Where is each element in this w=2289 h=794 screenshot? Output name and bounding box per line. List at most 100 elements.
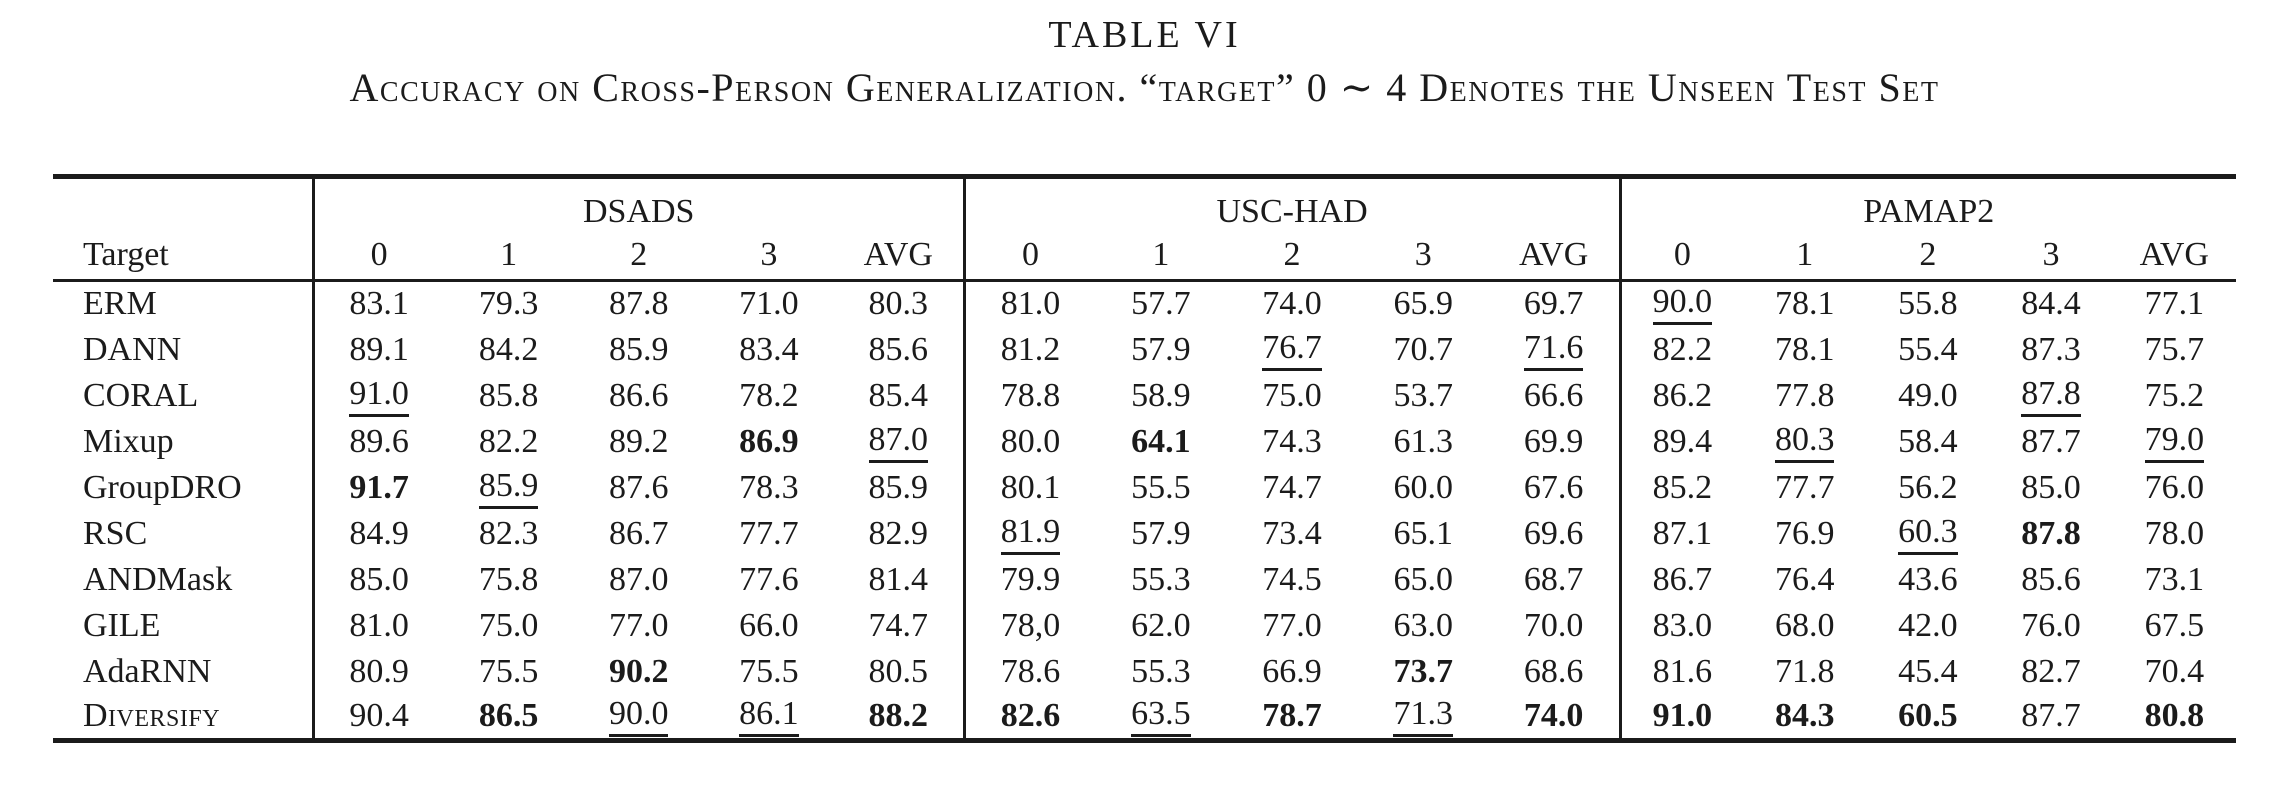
table-row: GILE 81.0 75.0 77.0 66.0 74.7 78,0 62.0 77.0 63.0… — [53, 602, 2236, 649]
accuracy-value-cell: 69.6 — [1489, 511, 1620, 557]
accuracy-value: 78.0 — [2144, 514, 2205, 552]
accuracy-value-cell: 82.3 — [443, 511, 573, 557]
accuracy-value-cell: 78.1 — [1743, 281, 1866, 327]
column-header: 3 — [1414, 235, 1432, 273]
column-header: 1 — [500, 235, 518, 273]
accuracy-value: 60.3 — [1898, 513, 1958, 555]
accuracy-value: 85.6 — [2021, 560, 2081, 598]
table-row: ANDMask 85.0 75.8 87.0 77.6 81.4 79.9 55.3 74.5 6… — [53, 556, 2236, 603]
accuracy-value-cell: 78.7 — [1226, 695, 1357, 741]
accuracy-value: 78.7 — [1262, 697, 1322, 735]
accuracy-value-cell: 74.7 — [1226, 465, 1357, 511]
accuracy-value-cell: 77.8 — [1743, 373, 1866, 419]
column-header-row: Target 0 1 2 3 AVG 0 1 2 3 AVG 0 1 2 3 AVG — [53, 230, 2236, 281]
accuracy-value: 82.7 — [2021, 652, 2081, 690]
accuracy-value: 89.4 — [1652, 422, 1713, 460]
accuracy-value: 87.7 — [2021, 697, 2081, 735]
accuracy-value: 84.3 — [1774, 697, 1835, 735]
accuracy-value-cell: 83.0 — [1618, 602, 1744, 649]
method-label: RSC — [83, 514, 148, 552]
accuracy-value-cell: 89.6 — [311, 418, 444, 465]
accuracy-value-cell: 75.0 — [443, 603, 573, 649]
accuracy-value-cell: 78.2 — [704, 373, 834, 419]
accuracy-value: 71.3 — [1393, 696, 1453, 738]
accuracy-value: 87.6 — [608, 468, 669, 506]
column-header: 1 — [1796, 235, 1814, 273]
accuracy-value: 76.7 — [1262, 329, 1322, 371]
accuracy-value: 84.4 — [2021, 285, 2081, 323]
accuracy-value-cell: 82.6 — [962, 694, 1096, 741]
accuracy-value-cell: 85.6 — [834, 327, 964, 373]
accuracy-value: 86.5 — [478, 697, 539, 735]
accuracy-value: 71.0 — [739, 285, 799, 323]
table-caption: TABLE VI Accuracy on Cross-Person Genera… — [0, 0, 2289, 114]
table-row: AdaRNN 80.9 75.5 90.2 75.5 80.5 78.6 55.3 66.9 73… — [53, 648, 2236, 695]
accuracy-value-cell: 90.0 — [1618, 280, 1744, 327]
accuracy-value-cell: 69.9 — [1489, 419, 1620, 465]
accuracy-value: 74.0 — [1262, 285, 1322, 323]
accuracy-value: 66.0 — [739, 606, 799, 644]
accuracy-value-cell: 55.4 — [1866, 327, 1989, 373]
accuracy-value: 69.6 — [1523, 514, 1584, 552]
accuracy-value: 90.0 — [608, 696, 669, 738]
accuracy-value-cell: 84.9 — [311, 510, 444, 557]
accuracy-value: 80.1 — [1000, 468, 1061, 506]
accuracy-value: 65.0 — [1393, 560, 1453, 598]
accuracy-value-cell: 82.7 — [1989, 649, 2112, 695]
dataset-group-header: USC-HAD — [962, 176, 1620, 231]
accuracy-value-cell: 53.7 — [1358, 373, 1489, 419]
accuracy-value-cell: 85.9 — [574, 327, 704, 373]
accuracy-value: 87.7 — [2021, 422, 2081, 460]
column-header: AVG — [1518, 235, 1589, 273]
accuracy-value: 77.0 — [608, 606, 669, 644]
accuracy-value-cell: 60.5 — [1866, 695, 1989, 741]
accuracy-value: 74.5 — [1262, 560, 1322, 598]
accuracy-value-cell: 67.5 — [2113, 603, 2236, 649]
accuracy-value: 71.6 — [1523, 329, 1584, 371]
accuracy-value-cell: 81.0 — [311, 602, 444, 649]
accuracy-value: 43.6 — [1898, 560, 1958, 598]
accuracy-value: 82.6 — [1000, 697, 1061, 735]
accuracy-value: 87.0 — [608, 560, 669, 598]
method-label: DANN — [83, 330, 182, 368]
accuracy-value-cell: 76.0 — [2113, 465, 2236, 511]
accuracy-value-cell: 78.3 — [704, 465, 834, 511]
accuracy-value-cell: 89.2 — [574, 419, 704, 465]
table-row: CORAL 91.0 85.8 86.6 78.2 85.4 78.8 58.9 75.0 53.… — [53, 372, 2236, 419]
accuracy-value: 85.6 — [868, 330, 929, 368]
accuracy-value: 83.1 — [349, 285, 409, 323]
column-header: 1 — [1152, 235, 1170, 273]
accuracy-value-cell: 85.6 — [1989, 557, 2112, 603]
accuracy-value-cell: 85.9 — [834, 465, 964, 511]
accuracy-value-cell: 76.7 — [1226, 327, 1357, 373]
accuracy-value-cell: 75.7 — [2113, 327, 2236, 373]
accuracy-value-cell: 79.3 — [443, 281, 573, 327]
accuracy-value-cell: 76.4 — [1743, 557, 1866, 603]
accuracy-value: 86.6 — [608, 376, 669, 414]
method-label: Diversify — [83, 697, 221, 735]
results-table: DSADS USC-HAD PAMAP2 Target 0 1 2 3 AVG 0 1 2 3 AVG… — [53, 174, 2236, 743]
accuracy-value: 73.1 — [2144, 560, 2205, 598]
accuracy-value-cell: 75.0 — [1226, 373, 1357, 419]
accuracy-value-cell: 68.0 — [1743, 603, 1866, 649]
accuracy-value-cell: 57.7 — [1095, 281, 1226, 327]
accuracy-value: 67.5 — [2144, 606, 2205, 644]
accuracy-value-cell: 90.4 — [311, 694, 444, 741]
accuracy-value: 74.7 — [1262, 468, 1322, 506]
accuracy-value-cell: 87.0 — [574, 557, 704, 603]
accuracy-value-cell: 64.1 — [1095, 419, 1226, 465]
accuracy-value: 74.3 — [1262, 422, 1322, 460]
accuracy-value-cell: 78.6 — [962, 648, 1096, 695]
accuracy-value: 77.7 — [739, 514, 799, 552]
accuracy-value: 42.0 — [1898, 606, 1958, 644]
method-label: ERM — [83, 285, 157, 323]
accuracy-value: 76.0 — [2021, 606, 2081, 644]
accuracy-value-cell: 74.5 — [1226, 557, 1357, 603]
method-label: AdaRNN — [83, 652, 212, 690]
accuracy-value-cell: 82.2 — [1618, 326, 1744, 373]
accuracy-value-cell: 57.9 — [1095, 327, 1226, 373]
accuracy-value-cell: 67.6 — [1489, 465, 1620, 511]
accuracy-value-cell: 90.2 — [574, 649, 704, 695]
accuracy-value: 87.1 — [1652, 514, 1713, 552]
accuracy-value: 86.2 — [1652, 376, 1713, 414]
